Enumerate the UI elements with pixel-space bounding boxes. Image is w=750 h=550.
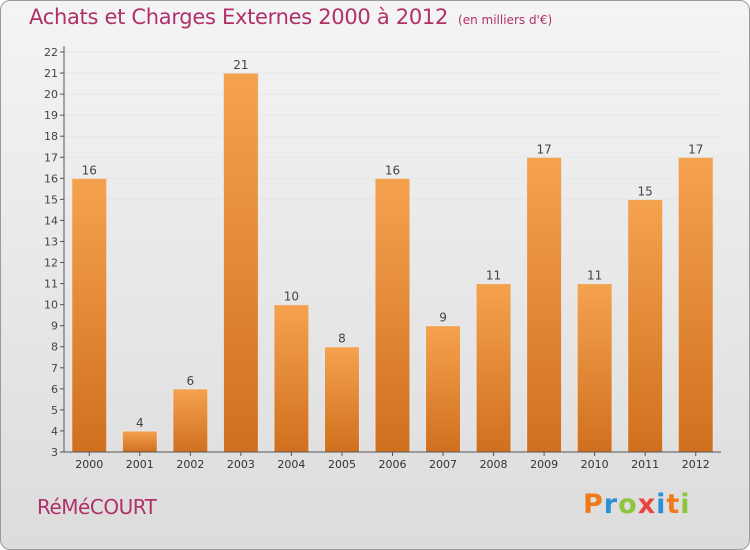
y-tick-label: 15 [44, 193, 58, 206]
bar-2001[interactable] [121, 430, 158, 453]
bar-2004[interactable] [273, 304, 310, 453]
bar-value-label: 9 [439, 311, 447, 325]
bar-value-label: 10 [284, 290, 299, 304]
bar-2009[interactable] [526, 156, 563, 453]
bar-2005[interactable] [323, 346, 360, 453]
y-tick-label: 6 [51, 383, 58, 396]
proxiti-logo[interactable]: Proxiti [583, 489, 691, 520]
x-tick-label: 2004 [277, 458, 305, 471]
x-tick-label: 2000 [75, 458, 103, 471]
logo-letter: t [666, 489, 681, 520]
x-tick-label: 2008 [480, 458, 508, 471]
bar-value-label: 4 [136, 416, 144, 430]
logo-letter: x [637, 489, 657, 520]
y-tick-label: 11 [44, 278, 58, 291]
x-tick-label: 2012 [682, 458, 710, 471]
axes [60, 46, 721, 456]
bar-2012[interactable] [677, 156, 714, 453]
y-tick-label: 10 [44, 299, 58, 312]
bar-2002[interactable] [172, 388, 209, 453]
x-tick-label: 2005 [328, 458, 356, 471]
x-tick-label: 2002 [176, 458, 204, 471]
logo-letter: r [603, 489, 619, 520]
town-name: RéMéCOURT [37, 495, 157, 519]
x-tick-label: 2001 [126, 458, 154, 471]
y-tick-label: 5 [51, 404, 58, 417]
bar-value-label: 21 [233, 58, 248, 72]
bar-2007[interactable] [425, 325, 462, 453]
bar-value-label: 8 [338, 332, 346, 346]
y-tick-label: 13 [44, 235, 58, 248]
y-tick-label: 20 [44, 88, 58, 101]
logo-letter: i [680, 489, 691, 520]
bar-value-label: 16 [385, 163, 400, 177]
logo-letter: P [583, 489, 604, 520]
y-tick-label: 3 [51, 446, 58, 459]
bar-value-label: 16 [82, 163, 97, 177]
bar-2011[interactable] [627, 198, 664, 453]
chart-title-text: Achats et Charges Externes 2000 à 2012 [29, 5, 449, 29]
bar-2003[interactable] [222, 72, 259, 453]
x-tick-label: 2011 [631, 458, 659, 471]
y-tick-label: 4 [51, 425, 58, 438]
y-tick-label: 21 [44, 67, 58, 80]
x-tick-label: 2003 [227, 458, 255, 471]
x-tick-label: 2006 [379, 458, 407, 471]
bar-2000[interactable] [71, 177, 108, 453]
labels: 3 4 5 6 7 8 9 10 11 12 13 14 15 16 17 18 19 20 21 22 16 2000 4… [44, 46, 710, 471]
y-tick-label: 19 [44, 109, 58, 122]
bar-2008[interactable] [475, 283, 512, 453]
y-tick-label: 22 [44, 46, 58, 59]
logo-letter: o [618, 489, 638, 520]
x-tick-label: 2010 [581, 458, 609, 471]
y-tick-label: 7 [51, 362, 58, 375]
y-tick-label: 16 [44, 172, 58, 185]
logo-letter: i [656, 489, 667, 520]
bar-value-label: 17 [688, 142, 703, 156]
bar-value-label: 15 [638, 184, 653, 198]
chart-title: Achats et Charges Externes 2000 à 2012 (e… [29, 5, 552, 29]
bar-value-label: 11 [486, 269, 501, 283]
x-tick-label: 2007 [429, 458, 457, 471]
y-tick-label: 17 [44, 151, 58, 164]
bar-value-label: 17 [536, 142, 551, 156]
bar-2010[interactable] [576, 283, 613, 453]
y-tick-label: 8 [51, 341, 58, 354]
y-tick-label: 14 [44, 214, 58, 227]
y-tick-label: 12 [44, 257, 58, 270]
bar-2006[interactable] [374, 177, 411, 453]
bar-value-label: 6 [187, 374, 195, 388]
bar-value-label: 11 [587, 269, 602, 283]
x-tick-label: 2009 [530, 458, 558, 471]
bars [71, 72, 714, 453]
y-tick-label: 18 [44, 130, 58, 143]
chart-subtitle: (en milliers d'€) [458, 13, 553, 27]
y-tick-label: 9 [51, 320, 58, 333]
